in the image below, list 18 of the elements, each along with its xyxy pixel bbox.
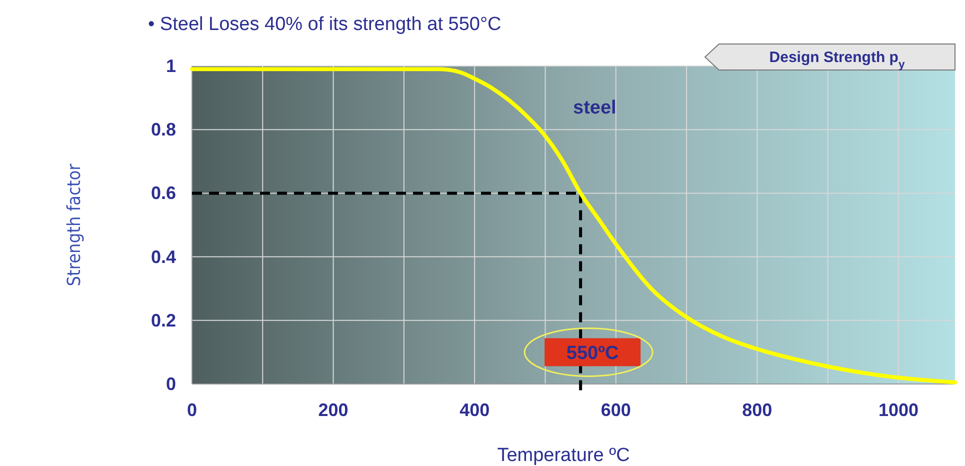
x-tick-label: 200 — [318, 400, 348, 420]
x-axis-title: Temperature ºC — [497, 445, 630, 466]
series-label: steel — [573, 98, 616, 119]
y-tick-label: 0.4 — [150, 246, 176, 267]
chart-title: • Steel Loses 40% of its strength at 550°C — [148, 14, 502, 35]
x-tick-label: 0 — [186, 400, 198, 420]
y-tick-label: 0 — [166, 374, 176, 394]
x-tick-label: 1000 — [878, 400, 919, 420]
x-tick-label: 800 — [742, 400, 772, 420]
annotation: 550ºC — [566, 343, 620, 364]
y-tick-label: 1 — [166, 56, 176, 76]
y-tick-label: 0.8 — [150, 120, 176, 140]
annotation: Design Strength p$_{y}$ — [769, 49, 906, 71]
y-axis-title: Strength factor — [64, 163, 85, 286]
x-tick-label: 400 — [460, 400, 490, 420]
x-tick-label: 600 — [600, 400, 631, 420]
y-tick-label: 0.6 — [150, 183, 176, 204]
y-tick-label: 0.2 — [150, 310, 176, 330]
